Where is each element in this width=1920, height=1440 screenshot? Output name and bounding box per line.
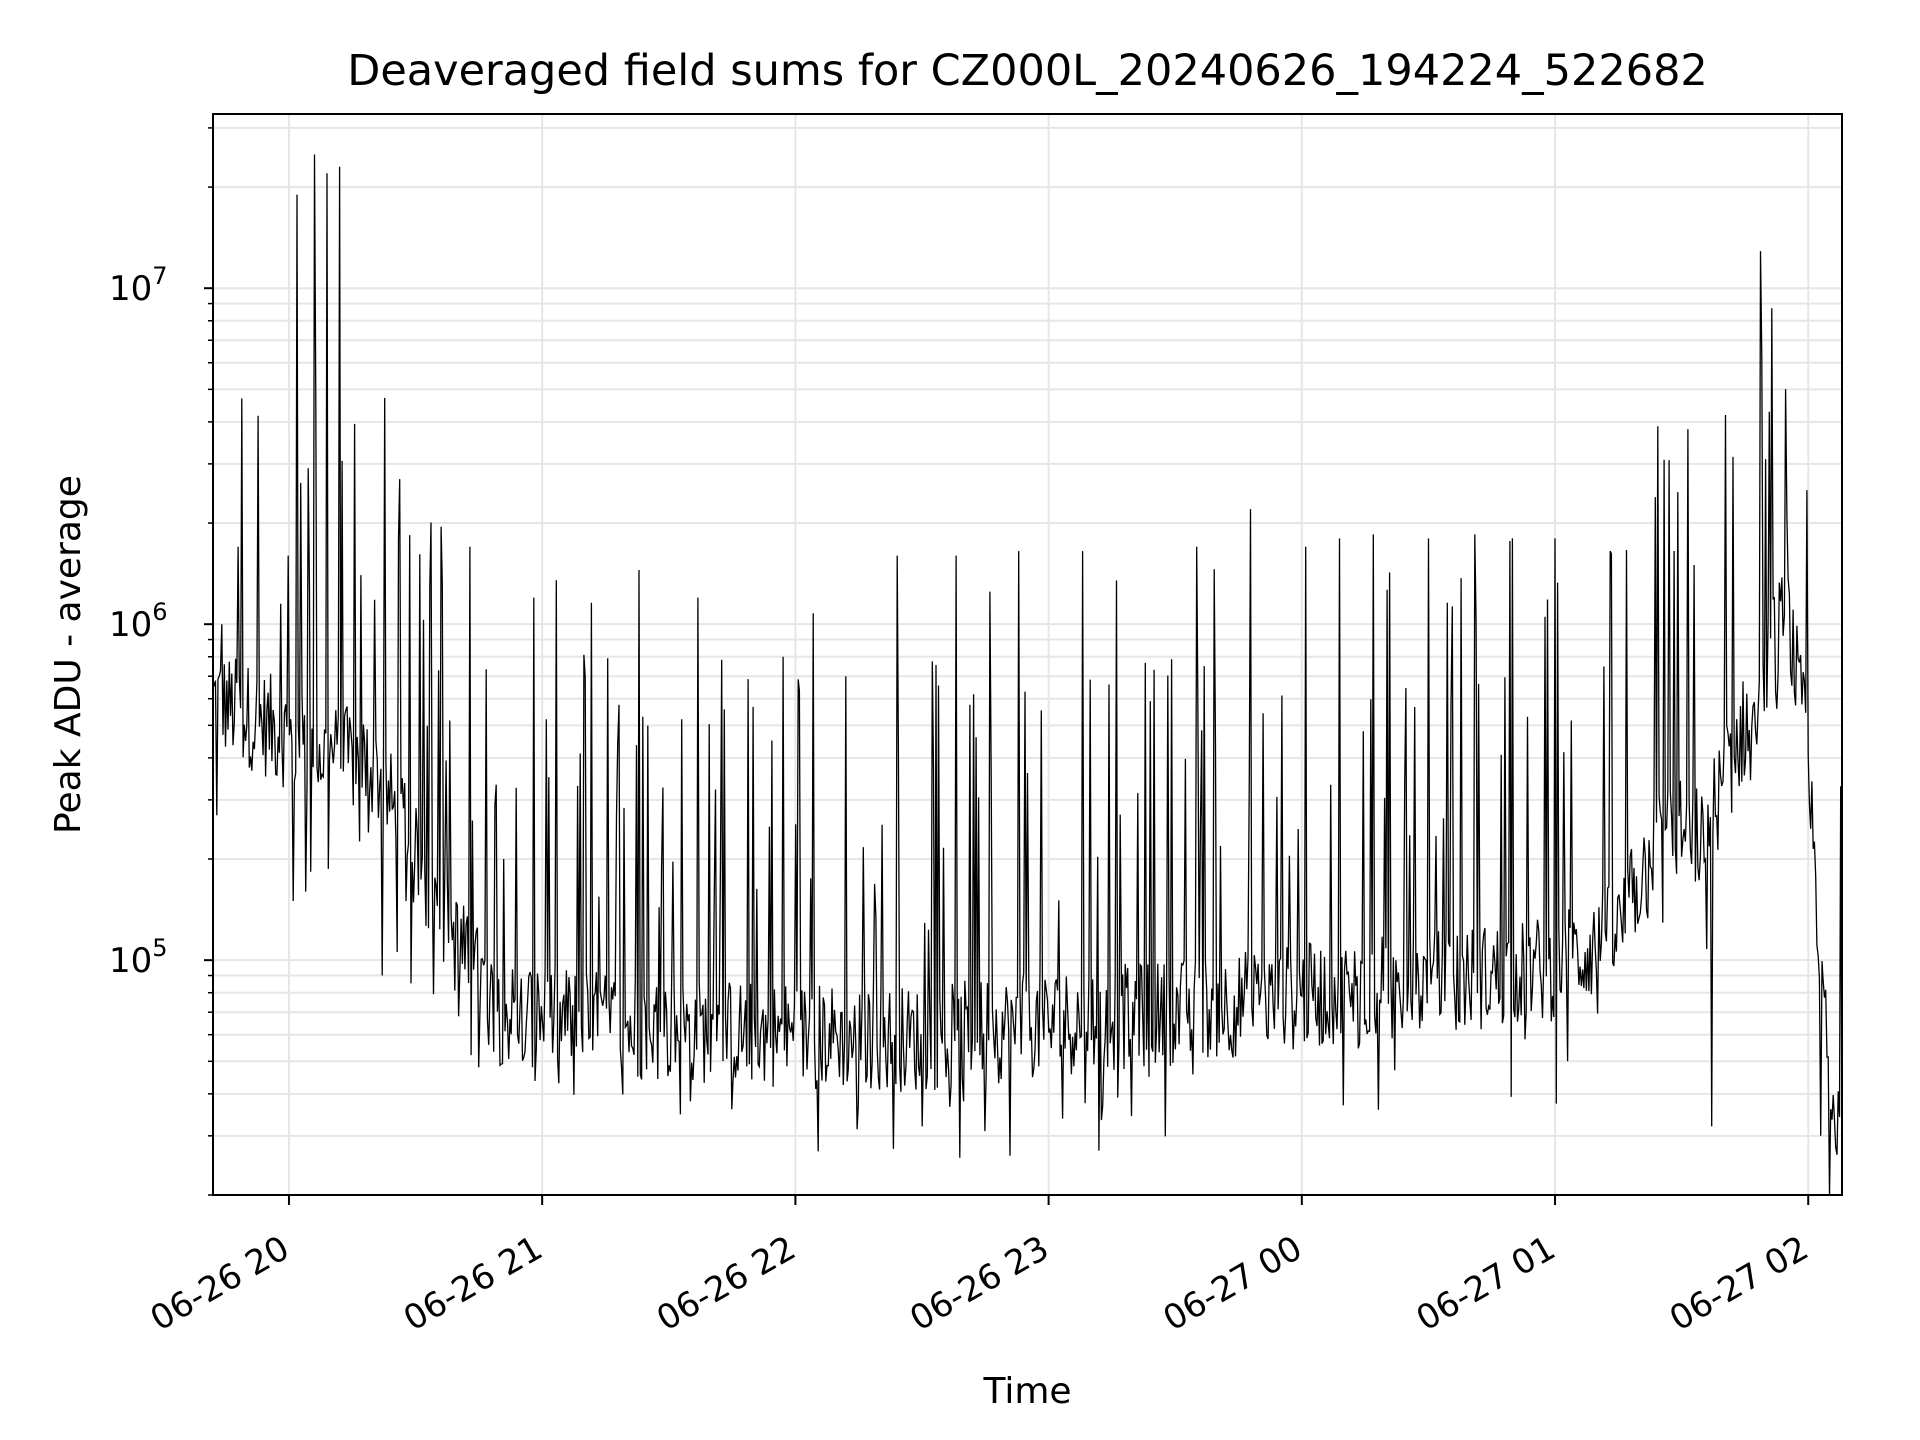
plot-frame (212, 113, 1843, 1196)
series-layer (212, 154, 1843, 1196)
series-line (212, 154, 1843, 1196)
y-tick-label: 106 (109, 598, 168, 645)
x-tick-label: 06-26 21 (397, 1228, 549, 1339)
x-tick-label: 06-27 00 (1157, 1228, 1309, 1339)
y-tick-label: 107 (109, 262, 168, 309)
x-tick-label: 06-26 22 (650, 1228, 802, 1339)
ticks: 105 106 107 06-26 20 06-26 21 06-26 22 06-26 2… (109, 127, 1815, 1339)
chart-title: Deaveraged field sums for CZ000L_2024062… (347, 46, 1708, 96)
y-axis-label: Peak ADU - average (48, 475, 89, 834)
y-tick-label: 105 (109, 934, 168, 981)
x-tick-label: 06-26 23 (903, 1228, 1055, 1339)
x-tick-label: 06-27 01 (1410, 1228, 1562, 1339)
x-tick-label: 06-27 02 (1663, 1228, 1815, 1339)
x-tick-label: 06-26 20 (144, 1228, 296, 1339)
x-axis-label: Time (982, 1371, 1071, 1412)
grid (213, 114, 1842, 1196)
